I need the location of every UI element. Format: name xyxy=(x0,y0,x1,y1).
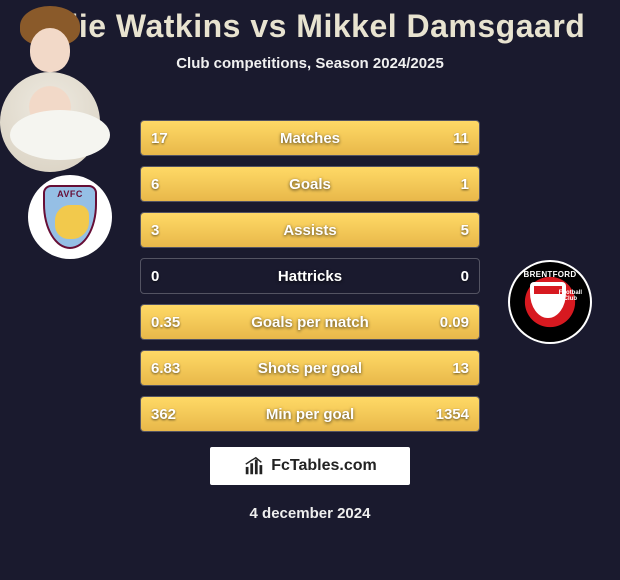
avfc-shield-icon xyxy=(43,185,97,249)
player-left-club-badge xyxy=(28,175,112,259)
stat-row: 3621354Min per goal xyxy=(140,396,480,432)
stat-row: 61Goals xyxy=(140,166,480,202)
comparison-subtitle: Club competitions, Season 2024/2025 xyxy=(0,55,620,72)
stat-label: Hattricks xyxy=(141,268,479,285)
branding-badge: FcTables.com xyxy=(210,447,410,485)
stat-row: 0.350.09Goals per match xyxy=(140,304,480,340)
branding-text: FcTables.com xyxy=(271,457,377,475)
stat-row: 35Assists xyxy=(140,212,480,248)
stat-label: Shots per goal xyxy=(141,360,479,377)
bar-chart-icon xyxy=(243,455,265,477)
stat-label: Min per goal xyxy=(141,406,479,423)
stat-row: 6.8313Shots per goal xyxy=(140,350,480,386)
stats-area: 1711Matches 61Goals 35Assists 00Hattricks 0.… xyxy=(140,120,480,442)
stat-label: Goals per match xyxy=(141,314,479,331)
stat-row: 1711Matches xyxy=(140,120,480,156)
stat-label: Matches xyxy=(141,130,479,147)
stat-label: Goals xyxy=(141,176,479,193)
comparison-title: Ollie Watkins vs Mikkel Damsgaard xyxy=(0,0,620,45)
stat-row: 00Hattricks xyxy=(140,258,480,294)
player-right-club-badge: FootballClub xyxy=(508,260,592,344)
stat-label: Assists xyxy=(141,222,479,239)
player-left-avatar xyxy=(10,110,110,160)
comparison-date: 4 december 2024 xyxy=(0,505,620,522)
brentford-fc-text: FootballClub xyxy=(559,290,582,302)
